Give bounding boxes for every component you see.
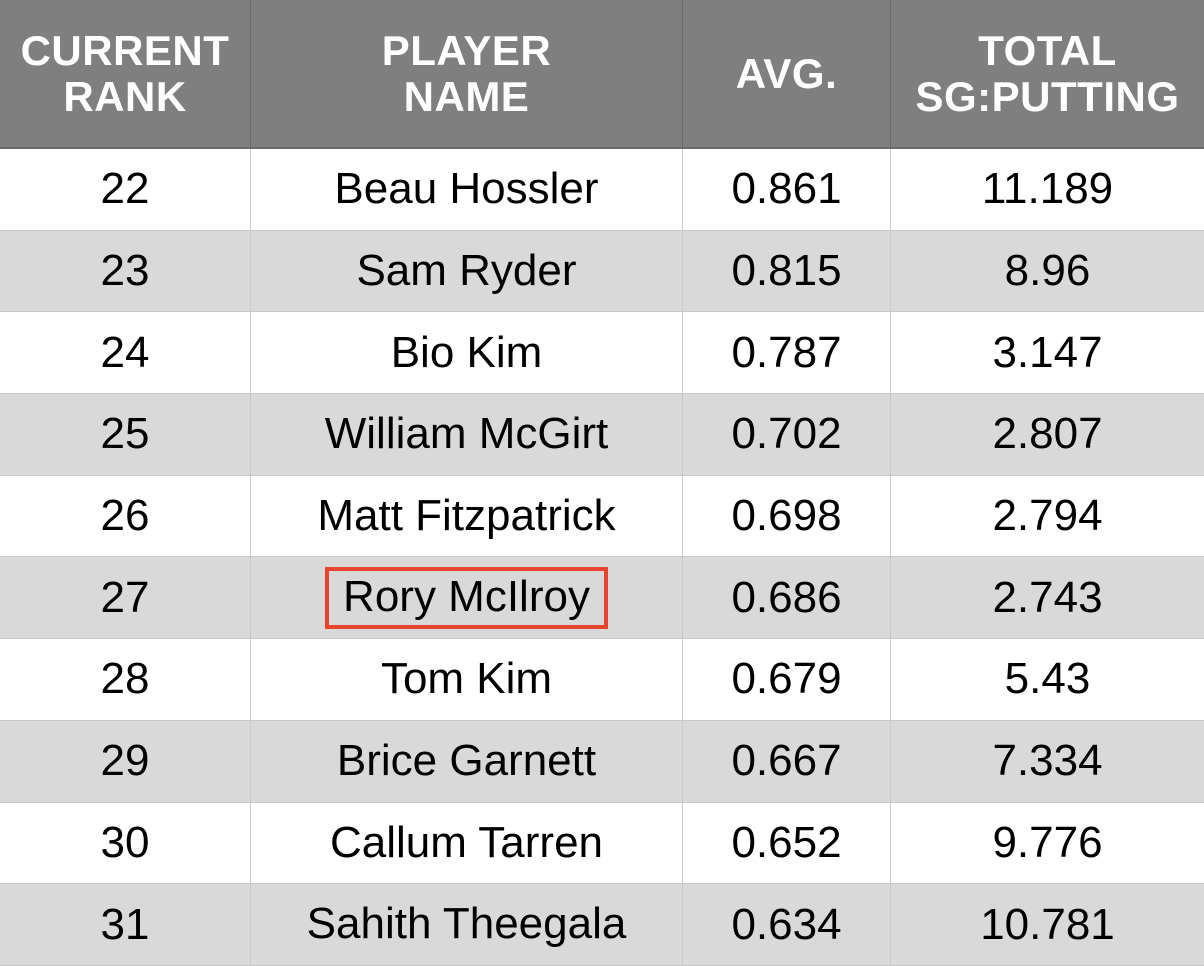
avg-cell: 0.652 xyxy=(683,802,891,885)
rank-cell: 26 xyxy=(0,475,251,558)
player-name-cell: Matt Fitzpatrick xyxy=(251,475,683,558)
total-cell: 2.794 xyxy=(891,475,1204,558)
player-name: Bio Kim xyxy=(390,327,543,377)
rank-cell: 31 xyxy=(0,884,251,966)
player-name: Matt Fitzpatrick xyxy=(317,490,616,540)
header-total-line2: SG:PUTTING xyxy=(915,72,1180,120)
total-cell: 10.781 xyxy=(891,884,1204,966)
avg-cell: 0.787 xyxy=(683,312,891,395)
player-name: Callum Tarren xyxy=(329,817,604,867)
player-name-cell: Bio Kim xyxy=(251,312,683,395)
avg-cell: 0.815 xyxy=(683,230,891,313)
avg-cell: 0.679 xyxy=(683,639,891,721)
avg-cell: 0.667 xyxy=(683,720,891,803)
player-name-cell: William McGirt xyxy=(251,394,683,476)
rank-cell: 30 xyxy=(0,802,251,885)
header-player-name: PLAYER NAME xyxy=(251,0,683,149)
avg-cell: 0.861 xyxy=(683,149,891,231)
rank-cell: 28 xyxy=(0,639,251,721)
header-avg-line1: AVG. xyxy=(735,49,838,97)
avg-cell: 0.634 xyxy=(683,884,891,966)
total-cell: 5.43 xyxy=(891,639,1204,721)
player-name-cell-highlighted: Rory McIlroy xyxy=(251,557,683,640)
player-name: Tom Kim xyxy=(380,654,553,704)
player-name-cell: Brice Garnett xyxy=(251,720,683,803)
rank-cell: 25 xyxy=(0,394,251,476)
header-avg: AVG. xyxy=(683,0,891,149)
header-player-name-line1: PLAYER xyxy=(381,27,552,75)
player-name-cell: Beau Hossler xyxy=(251,149,683,231)
header-total-sg-putting: TOTAL SG:PUTTING xyxy=(891,0,1204,149)
header-player-name-line2: NAME xyxy=(403,72,530,120)
rank-cell: 29 xyxy=(0,720,251,803)
player-name-cell: Sahith Theegala xyxy=(251,884,683,966)
player-name: Sahith Theegala xyxy=(306,899,627,949)
avg-cell: 0.686 xyxy=(683,557,891,640)
highlighted-player-name: Rory McIlroy xyxy=(325,566,608,629)
rank-cell: 27 xyxy=(0,557,251,640)
header-current-rank: CURRENT RANK xyxy=(0,0,251,149)
rank-cell: 22 xyxy=(0,149,251,231)
player-name: Beau Hossler xyxy=(334,164,599,214)
player-name-cell: Tom Kim xyxy=(251,639,683,721)
total-cell: 8.96 xyxy=(891,230,1204,313)
rank-cell: 23 xyxy=(0,230,251,313)
total-cell: 3.147 xyxy=(891,312,1204,395)
total-cell: 2.743 xyxy=(891,557,1204,640)
total-cell: 9.776 xyxy=(891,802,1204,885)
rank-cell: 24 xyxy=(0,312,251,395)
avg-cell: 0.702 xyxy=(683,394,891,476)
header-current-rank-line1: CURRENT xyxy=(20,27,230,75)
player-name: Brice Garnett xyxy=(336,735,597,785)
total-cell: 11.189 xyxy=(891,149,1204,231)
player-name-cell: Sam Ryder xyxy=(251,230,683,313)
total-cell: 2.807 xyxy=(891,394,1204,476)
player-name-cell: Callum Tarren xyxy=(251,802,683,885)
header-current-rank-line2: RANK xyxy=(63,72,187,120)
avg-cell: 0.698 xyxy=(683,475,891,558)
header-total-line1: TOTAL xyxy=(978,27,1117,75)
total-cell: 7.334 xyxy=(891,720,1204,803)
player-name: William McGirt xyxy=(324,409,609,459)
player-name: Sam Ryder xyxy=(356,245,577,295)
